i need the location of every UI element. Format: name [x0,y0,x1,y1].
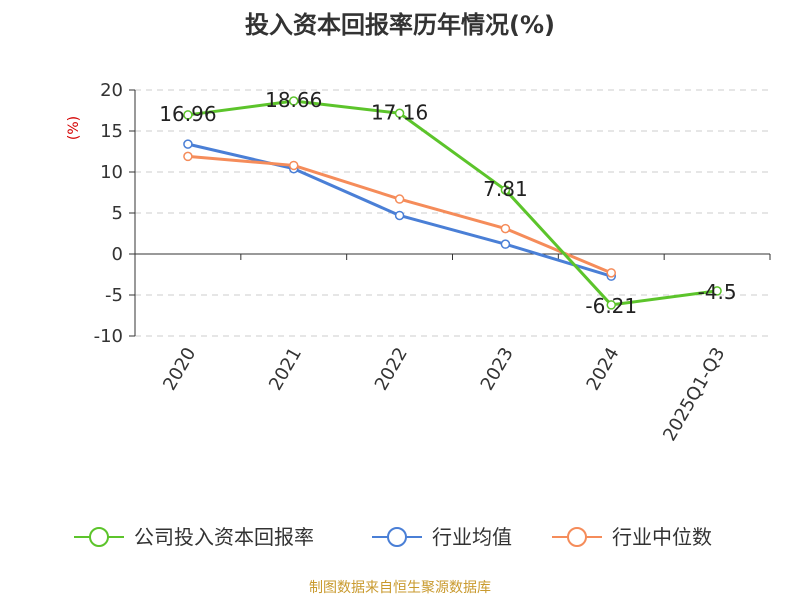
source-note: 制图数据来自恒生聚源数据库 [309,580,491,596]
data-point[interactable] [289,96,299,106]
series-lines [183,96,722,310]
legend-marker [89,527,109,547]
legend-label: 行业中位数 [612,525,712,549]
data-label: -4.5 [698,280,737,304]
data-point[interactable] [183,139,193,149]
y-tick-label: 5 [112,203,123,224]
data-point[interactable] [500,223,511,234]
legend-item[interactable]: 公司投入资本回报率 [74,525,314,549]
data-point[interactable] [394,210,405,221]
data-point[interactable] [500,185,511,195]
x-tick-label: 2023 [477,344,518,394]
legend-item[interactable]: 行业中位数 [552,525,712,549]
data-point[interactable] [183,151,193,162]
data-labels: 16.96 18.66 17.16 7.81 -6.21 -4.5 [159,88,736,318]
data-point[interactable] [712,286,722,296]
y-tick-label: 10 [100,162,123,183]
y-axis-unit-label: (%) [66,116,82,140]
data-label: -6.21 [585,294,637,318]
y-tick-label: -5 [105,285,123,306]
y-tick-label: 0 [112,244,123,265]
data-point[interactable] [394,108,405,119]
legend-label: 行业均值 [432,525,512,549]
y-tick-label: 15 [100,121,123,142]
legend-marker [387,527,407,547]
data-point[interactable] [500,239,511,249]
x-tick-label: 2024 [582,344,623,394]
legend-marker [567,527,587,547]
legend[interactable]: 公司投入资本回报率 行业均值 行业中位数 [74,525,712,549]
legend-label: 公司投入资本回报率 [134,525,314,549]
data-label: 17.16 [371,100,428,124]
series-line [187,142,612,278]
data-point[interactable] [606,300,616,310]
axes: 20 15 10 5 0 -5 -10 2020 2021 2022 2023 2024 2025Q1-… [94,80,771,445]
data-label: 18.66 [265,88,322,112]
data-label: 7.81 [483,177,528,201]
y-tick-label: 20 [100,80,123,101]
data-label: 16.96 [159,102,216,126]
y-tick-label: -10 [94,326,123,347]
x-tick-label: 2021 [265,344,306,394]
x-tick-label: 2025Q1-Q3 [659,344,729,445]
data-point[interactable] [289,160,299,171]
data-point[interactable] [183,110,193,120]
x-tick-label: 2022 [371,344,412,394]
series-line [187,99,718,307]
legend-item[interactable]: 行业均值 [372,525,512,549]
x-tick-label: 2020 [159,344,200,394]
data-point[interactable] [394,194,405,204]
grid-lines [135,89,770,337]
chart-title: 投入资本回报率历年情况(%) [245,11,555,39]
data-point[interactable] [606,268,616,278]
